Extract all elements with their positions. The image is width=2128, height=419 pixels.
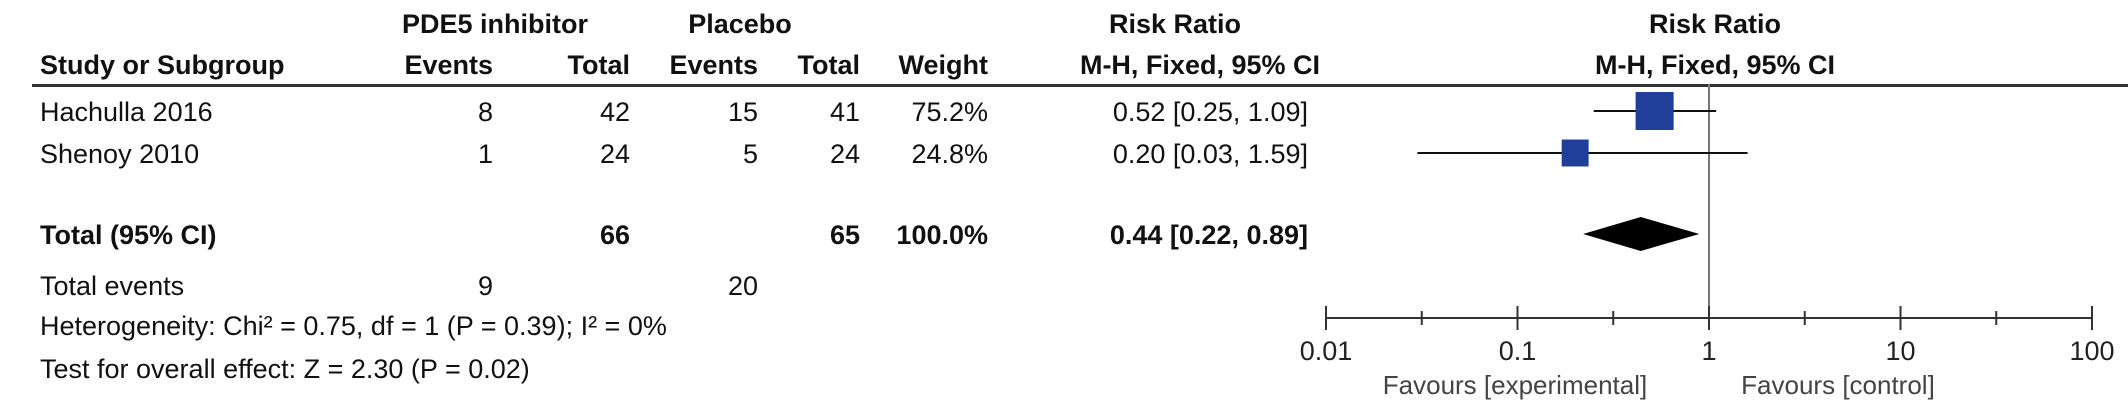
header-group-experimental: PDE5 inhibitor <box>401 9 588 39</box>
events-exp: 1 <box>477 139 493 169</box>
total-exp: 42 <box>599 97 630 127</box>
col-events-exp-header: Events <box>404 50 493 80</box>
weight: 75.2% <box>911 97 988 127</box>
total-ctrl: 41 <box>829 97 860 127</box>
x-tick-label: 0.01 <box>1300 336 1353 366</box>
col-total-ctrl-header: Total <box>797 50 861 80</box>
heterogeneity-text: Heterogeneity: Chi² = 0.75, df = 1 (P = … <box>40 311 667 341</box>
x-tick-label: 100 <box>2069 336 2114 366</box>
overall-effect-text: Test for overall effect: Z = 2.30 (P = 0… <box>40 354 530 384</box>
favours-experimental-label: Favours [experimental] <box>1383 370 1647 400</box>
total-events-label: Total events <box>40 271 185 301</box>
col-events-ctrl-header: Events <box>669 50 758 80</box>
total-ci-text: 0.44 [0.22, 0.89] <box>1109 220 1308 250</box>
col-study-header: Study or Subgroup <box>40 50 285 80</box>
events-ctrl: 15 <box>727 97 758 127</box>
total-exp: 24 <box>599 139 630 169</box>
x-tick-label: 1 <box>1701 336 1716 366</box>
total-ctrl: 65 <box>829 220 860 250</box>
study-point-estimate <box>1561 139 1589 167</box>
study-name: Shenoy 2010 <box>40 139 200 169</box>
study-name: Hachulla 2016 <box>40 97 213 127</box>
events-ctrl: 5 <box>742 139 758 169</box>
header-group-control: Placebo <box>688 9 792 39</box>
plot-method-header: M-H, Fixed, 95% CI <box>1594 50 1836 80</box>
col-total-exp-header: Total <box>567 50 631 80</box>
pooled-diamond <box>1583 217 1700 251</box>
events-exp: 8 <box>477 97 493 127</box>
header-rule <box>32 84 2128 87</box>
total-events-ctrl: 20 <box>727 271 758 301</box>
total-label: Total (95% CI) <box>40 220 217 250</box>
x-tick-label: 0.1 <box>1499 336 1537 366</box>
ci-text: 0.20 [0.03, 1.59] <box>1112 139 1308 169</box>
total-ctrl: 24 <box>829 139 860 169</box>
study-point-estimate <box>1635 91 1674 131</box>
col-weight-header: Weight <box>898 50 989 80</box>
header-plot-title: Risk Ratio <box>1648 9 1782 39</box>
x-tick-label: 10 <box>1885 336 1915 366</box>
col-method-header: M-H, Fixed, 95% CI <box>1079 50 1320 80</box>
total-exp: 66 <box>599 220 630 250</box>
header-effect-measure: Risk Ratio <box>1108 9 1242 39</box>
weight: 24.8% <box>911 139 988 169</box>
favours-control-label: Favours [control] <box>1741 370 1935 400</box>
total-events-exp: 9 <box>477 271 493 301</box>
total-weight: 100.0% <box>896 220 988 250</box>
ci-text: 0.52 [0.25, 1.09] <box>1112 97 1308 127</box>
